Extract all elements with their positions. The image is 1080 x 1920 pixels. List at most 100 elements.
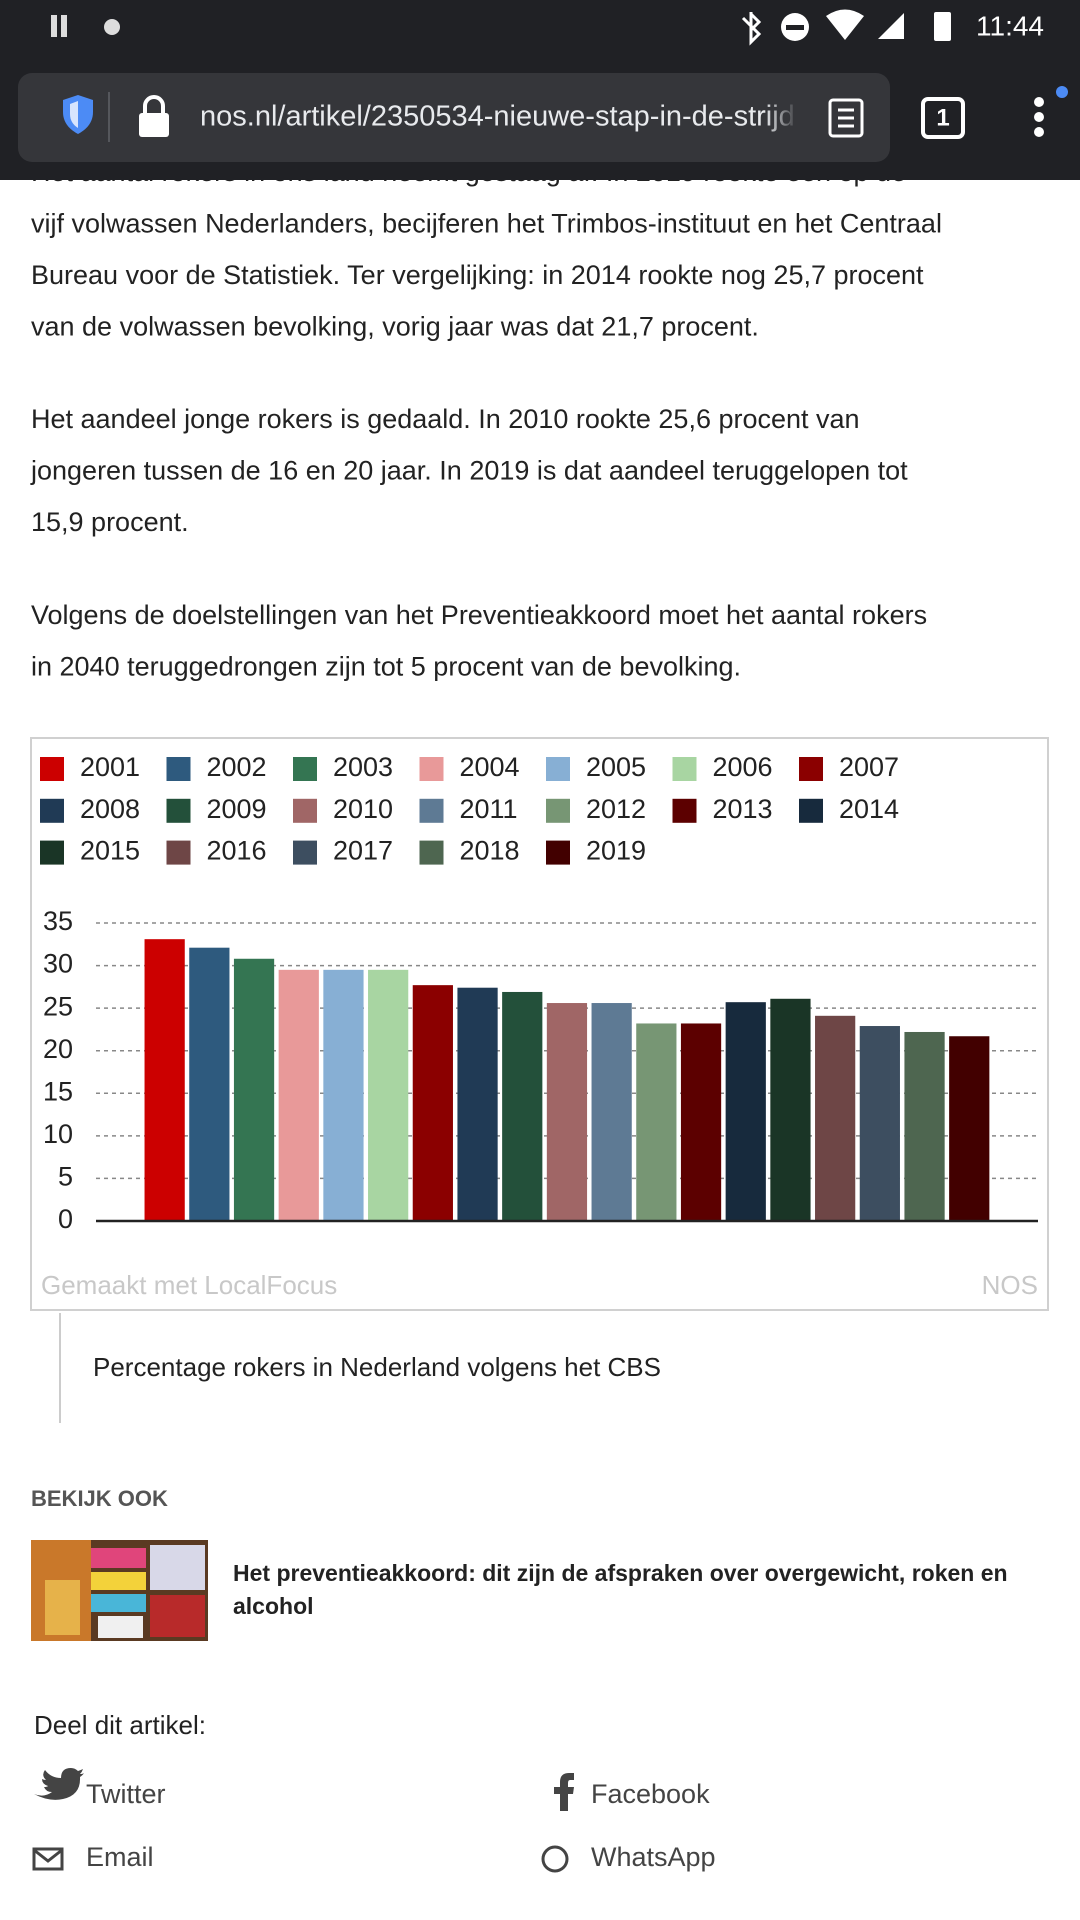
reader-mode-icon: [838, 108, 854, 128]
paragraph-line: Volgens de doelstellingen van het Preven…: [31, 600, 927, 630]
paragraph-line: jongeren tussen de 16 en 20 jaar. In 201…: [30, 456, 908, 486]
url[interactable]: nos.nl/artikel/2350534-nieuwe-stap-in-de…: [200, 101, 813, 133]
paragraph-line: 15,9 procent.: [31, 507, 189, 537]
share-link[interactable]: Twitter: [86, 1779, 166, 1809]
paragraph-line: in 2040 teruggedrongen zijn tot 5 procen…: [31, 652, 741, 682]
legend-swatch: [40, 757, 64, 781]
bar: [904, 1031, 945, 1221]
legend-label: 2007: [839, 752, 899, 782]
menu-icon[interactable]: [1034, 97, 1044, 107]
bar: [502, 991, 543, 1221]
legend-swatch: [40, 798, 64, 823]
legend-swatch: [166, 757, 191, 781]
pause-icon: [51, 15, 57, 37]
legend-swatch: [672, 757, 697, 781]
paragraph-line: Het aandeel jonge rokers is gedaald. In …: [31, 404, 860, 434]
y-tick-label: 35: [43, 906, 73, 936]
legend-label: 2008: [80, 794, 140, 824]
legend-swatch: [546, 840, 570, 865]
legend-swatch: [546, 757, 570, 781]
bluetooth-icon: [741, 12, 762, 46]
bar: [546, 1003, 588, 1221]
address-bar[interactable]: [18, 73, 890, 162]
tab-switcher[interactable]: [921, 97, 965, 139]
bar: [949, 1036, 990, 1221]
legend-label: 2012: [586, 794, 646, 824]
bar: [189, 947, 230, 1221]
y-tick-label: 20: [43, 1034, 73, 1064]
signal-icon: [878, 13, 904, 39]
legend-swatch: [293, 840, 317, 865]
legend-label: 2003: [333, 752, 393, 782]
reader-mode-icon[interactable]: [828, 98, 864, 138]
shield-icon[interactable]: [70, 101, 78, 128]
legend-swatch: [40, 840, 64, 865]
share-link[interactable]: Email: [86, 1842, 154, 1872]
legend-swatch: [672, 798, 697, 823]
menu-icon[interactable]: [1034, 112, 1044, 122]
bar: [144, 939, 185, 1221]
battery-icon: [934, 12, 951, 41]
bar: [323, 969, 364, 1221]
bar: [233, 958, 275, 1221]
bar: [278, 969, 319, 1221]
legend-label: 2005: [586, 752, 646, 782]
y-tick-label: 25: [43, 991, 73, 1021]
lock-icon: [139, 113, 169, 137]
legend-swatch: [419, 840, 444, 865]
legend-label: 2002: [207, 752, 267, 782]
legend-swatch: [293, 757, 317, 781]
legend-swatch: [546, 798, 570, 823]
legend-swatch: [799, 798, 823, 823]
twitter-icon[interactable]: [34, 1768, 84, 1800]
legend-swatch: [293, 798, 317, 823]
tab-count[interactable]: 1: [936, 104, 949, 131]
y-tick-label: 30: [43, 949, 73, 979]
bar: [859, 1026, 900, 1221]
facebook-icon[interactable]: [554, 1773, 574, 1811]
legend-swatch: [166, 798, 191, 823]
bar: [770, 998, 811, 1221]
whatsapp-icon[interactable]: [541, 1845, 569, 1873]
chart-source: NOS: [982, 1270, 1038, 1300]
brightness-icon: [104, 19, 120, 35]
paragraph-line: van de volwassen bevolking, vorig jaar w…: [31, 312, 759, 342]
email-icon[interactable]: [32, 1847, 64, 1871]
share-link[interactable]: WhatsApp: [591, 1842, 716, 1872]
bar: [368, 969, 409, 1221]
dnd-icon: [786, 25, 804, 30]
bar: [412, 985, 453, 1221]
url-fade: [765, 90, 798, 145]
menu-icon[interactable]: [1034, 127, 1044, 137]
pause-icon: [61, 15, 67, 37]
y-tick-label: 15: [43, 1076, 73, 1106]
legend-label: 2009: [207, 794, 267, 824]
related-thumbnail[interactable]: [31, 1540, 208, 1641]
lock-icon: [143, 95, 165, 113]
bar: [591, 1003, 632, 1221]
legend-label: 2011: [460, 794, 518, 824]
related-title-line[interactable]: Het preventieakkoord: dit zijn de afspra…: [233, 1560, 1008, 1586]
wifi-icon: [826, 9, 864, 40]
share-heading: Deel dit artikel:: [34, 1710, 206, 1740]
related-title-line[interactable]: alcohol: [233, 1593, 314, 1619]
y-tick-label: 10: [43, 1119, 73, 1149]
legend-label: 2019: [586, 836, 646, 866]
caption: Percentage rokers in Nederland volgens h…: [93, 1352, 661, 1382]
legend-label: 2015: [80, 836, 140, 866]
article: Het aantal rokers in ons land neemt gest…: [30, 157, 942, 682]
legend-label: 2014: [839, 794, 899, 824]
bar: [815, 1015, 856, 1221]
related-title[interactable]: Het preventieakkoord: dit zijn de afspra…: [233, 1560, 1008, 1619]
legend-label: 2004: [460, 752, 520, 782]
legend-swatch: [166, 840, 191, 865]
legend-swatch: [419, 757, 444, 781]
bar: [457, 987, 498, 1221]
clock: 11:44: [976, 10, 1044, 41]
share-list: Twitter Facebook Email WhatsApp: [86, 1779, 716, 1872]
legend-label: 2016: [207, 836, 267, 866]
chart-credit: Gemaakt met LocalFocus: [41, 1270, 337, 1300]
share-link[interactable]: Facebook: [591, 1779, 710, 1809]
